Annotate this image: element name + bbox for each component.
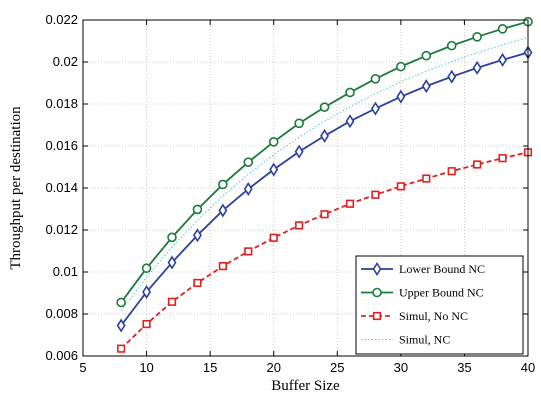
data-point bbox=[167, 297, 177, 306]
data-point bbox=[446, 40, 457, 51]
x-tick-label: 15 bbox=[203, 360, 217, 375]
series-simul-nc bbox=[120, 37, 529, 312]
data-point bbox=[396, 61, 406, 72]
data-point bbox=[345, 87, 355, 98]
data-point bbox=[218, 262, 227, 271]
series-simul-no-nc bbox=[117, 148, 533, 353]
y-tick-label: 0.022 bbox=[45, 12, 78, 27]
data-point bbox=[396, 182, 405, 191]
data-point bbox=[218, 179, 228, 190]
data-point bbox=[371, 190, 380, 199]
legend-label: Simul, No NC bbox=[399, 309, 468, 323]
axis-ticks: 5 10 15 20 25 30 35 40 0.006 0.008 0.01 0.012 0.014 0… bbox=[45, 12, 535, 375]
x-axis-title: Buffer Size bbox=[271, 378, 340, 394]
y-tick-label: 0.006 bbox=[45, 348, 78, 363]
data-point bbox=[396, 89, 406, 104]
x-tick-label: 5 bbox=[79, 360, 86, 375]
data-point bbox=[370, 101, 380, 116]
data-point bbox=[167, 232, 177, 243]
y-tick-label: 0.016 bbox=[45, 138, 78, 153]
x-tick-label: 10 bbox=[139, 360, 153, 375]
data-point bbox=[498, 52, 508, 67]
y-tick-label: 0.008 bbox=[45, 306, 78, 321]
series-layer bbox=[116, 16, 533, 353]
x-tick-label: 35 bbox=[457, 360, 471, 375]
legend: Lower Bound NC Upper Bound NC Simul, No NC… bbox=[355, 255, 524, 355]
data-point bbox=[372, 287, 382, 298]
data-point bbox=[422, 174, 431, 183]
x-tick-label: 25 bbox=[330, 360, 344, 375]
x-tick-label: 30 bbox=[394, 360, 408, 375]
data-point bbox=[294, 118, 304, 129]
x-tick-label: 20 bbox=[266, 360, 280, 375]
series-lower-bound-nc bbox=[116, 45, 533, 333]
data-point bbox=[269, 233, 278, 242]
data-point bbox=[192, 204, 203, 215]
data-point bbox=[370, 74, 381, 84]
y-tick-label: 0.02 bbox=[53, 54, 78, 69]
series-line bbox=[120, 151, 529, 350]
data-point bbox=[447, 69, 457, 84]
legend-item: Upper Bound NC bbox=[361, 286, 484, 300]
data-point bbox=[294, 144, 304, 159]
data-point bbox=[319, 102, 330, 112]
data-point bbox=[269, 162, 279, 177]
legend-box bbox=[355, 255, 524, 355]
data-point bbox=[320, 128, 330, 143]
legend-label: Simul, NC bbox=[399, 333, 450, 347]
legend-label: Lower Bound NC bbox=[399, 262, 485, 276]
data-point bbox=[167, 255, 177, 270]
data-point bbox=[372, 262, 382, 276]
data-point bbox=[497, 24, 508, 34]
legend-item: Simul, NC bbox=[361, 333, 450, 347]
data-point bbox=[421, 79, 431, 94]
x-tick-label: 40 bbox=[521, 360, 535, 375]
data-point bbox=[243, 157, 254, 167]
data-point bbox=[193, 278, 202, 288]
y-tick-label: 0.014 bbox=[45, 180, 78, 195]
data-point bbox=[421, 50, 432, 61]
legend-item: Simul, No NC bbox=[361, 309, 468, 323]
data-point bbox=[116, 318, 126, 333]
data-point bbox=[142, 319, 151, 329]
legend-item: Lower Bound NC bbox=[361, 262, 485, 276]
data-point bbox=[192, 228, 202, 243]
data-point bbox=[141, 263, 152, 274]
data-point bbox=[295, 221, 304, 230]
data-point bbox=[142, 284, 152, 299]
data-point bbox=[472, 31, 482, 42]
data-point bbox=[473, 160, 482, 169]
data-point bbox=[320, 210, 329, 219]
data-point bbox=[372, 311, 382, 321]
data-point bbox=[244, 247, 253, 256]
data-point bbox=[243, 182, 253, 197]
data-point bbox=[345, 114, 355, 129]
data-point bbox=[218, 203, 228, 218]
data-point bbox=[117, 344, 126, 353]
y-tick-label: 0.01 bbox=[53, 264, 78, 279]
data-point bbox=[472, 60, 482, 75]
y-tick-label: 0.012 bbox=[45, 222, 78, 237]
series-line bbox=[120, 37, 529, 312]
legend-label: Upper Bound NC bbox=[399, 286, 484, 300]
data-point bbox=[498, 154, 507, 163]
y-axis-title: Throughput per destination bbox=[8, 106, 24, 270]
y-tick-label: 0.018 bbox=[45, 96, 78, 111]
data-point bbox=[345, 199, 355, 208]
data-point bbox=[116, 297, 126, 308]
data-point bbox=[447, 167, 456, 176]
data-point bbox=[268, 137, 279, 147]
series-upper-bound-nc bbox=[116, 16, 533, 308]
